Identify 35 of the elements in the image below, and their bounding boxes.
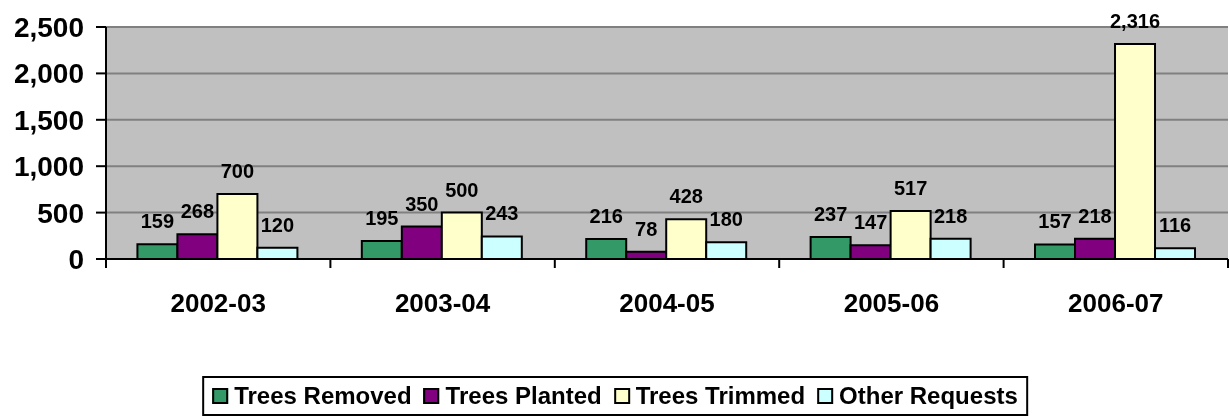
data-label: 268 [180,200,215,223]
data-label: 218 [1078,204,1112,227]
data-label: 243 [485,202,519,225]
legend-label: Trees Trimmed [635,382,806,410]
data-label: 116 [1158,214,1192,237]
y-tick-label: 2,500 [13,11,84,43]
legend-label: Trees Removed [234,382,412,410]
x-tick-label: 2004-05 [619,288,715,318]
legend-label: Trees Planted [445,382,602,410]
data-label: 78 [635,217,658,240]
data-label: 428 [669,185,703,208]
y-tick-label: 2,000 [13,58,84,90]
y-tick-label: 500 [37,197,84,229]
data-label: 2,316 [1109,10,1161,33]
data-label: 237 [813,203,848,226]
y-tick-label: 1,500 [13,104,84,136]
data-label: 350 [405,192,439,215]
data-label: 500 [445,178,479,201]
y-tick-label: 1,000 [13,151,84,183]
data-label: 216 [589,204,623,227]
y-tick-label: 0 [68,243,84,275]
data-label: 159 [140,210,175,233]
x-tick-label: 2002-03 [170,288,266,318]
legend-label: Other Requests [839,382,1018,410]
x-tick-label: 2005-06 [843,288,940,318]
data-label: 700 [220,160,255,183]
x-tick-label: 2006-07 [1068,288,1164,318]
data-label: 218 [933,204,968,227]
data-label: 517 [893,177,928,200]
data-label: 195 [365,206,399,229]
data-label: 157 [1038,210,1072,233]
data-label: 147 [853,211,888,234]
data-label: 180 [709,208,743,231]
data-label: 120 [260,213,295,236]
x-tick-label: 2003-04 [394,288,491,318]
